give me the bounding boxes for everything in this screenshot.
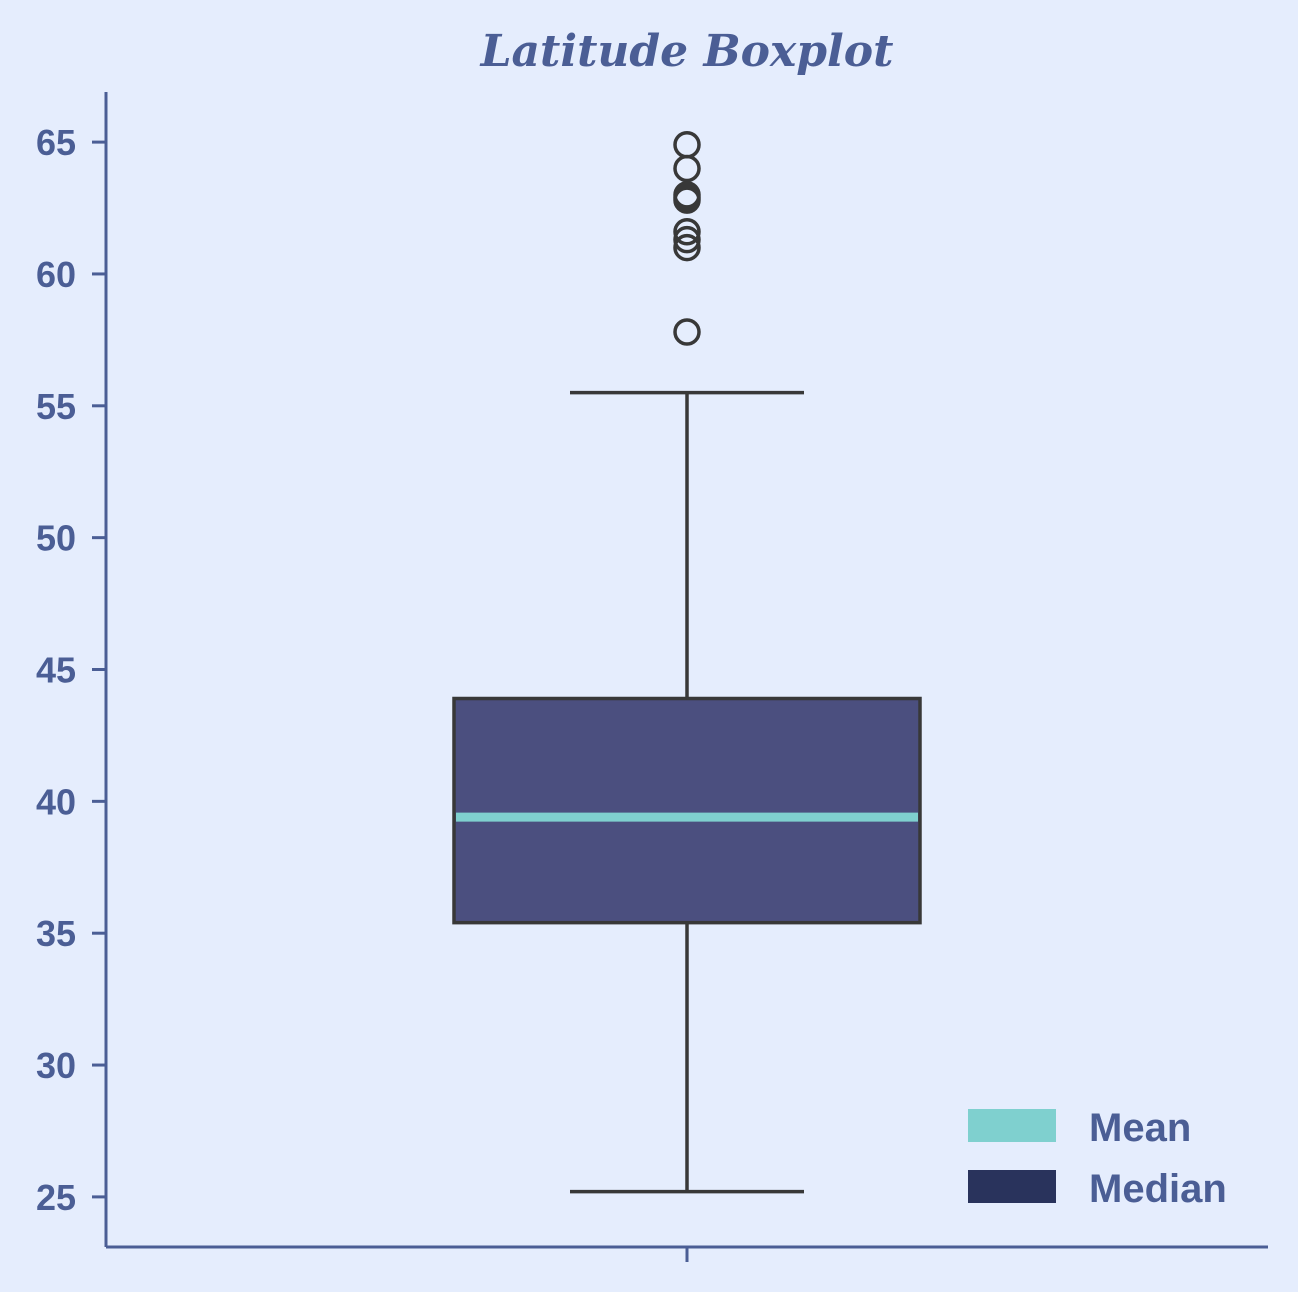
y-tick-label: 45 <box>36 650 76 691</box>
legend: Mean Median <box>968 1106 1227 1211</box>
legend-label-median: Median <box>1089 1167 1227 1211</box>
y-tick-label: 60 <box>36 254 76 295</box>
outlier-point <box>673 181 701 209</box>
outlier-point <box>673 225 701 254</box>
y-tick-label: 30 <box>36 1045 76 1086</box>
y-tick-label: 55 <box>36 386 76 427</box>
y-tick-label: 35 <box>36 913 76 954</box>
legend-swatch-median <box>968 1170 1056 1203</box>
y-tick-label: 65 <box>36 122 76 163</box>
outlier-point <box>673 130 701 159</box>
outlier-point <box>673 318 701 346</box>
y-tick-label: 25 <box>36 1177 76 1218</box>
outlier-point <box>673 154 701 183</box>
chart-title: Latitude Boxplot <box>479 26 894 77</box>
axes: 25 30 35 40 45 50 55 60 65 <box>36 92 1268 1262</box>
interquartile-box <box>452 696 922 925</box>
outlier-point <box>673 233 701 262</box>
outlier-point <box>673 218 701 246</box>
legend-swatch-mean <box>968 1109 1056 1142</box>
y-tick-label: 50 <box>36 518 76 559</box>
legend-label-mean: Mean <box>1089 1106 1191 1150</box>
y-tick-label: 40 <box>36 781 76 822</box>
boxplot-box <box>452 130 922 1194</box>
